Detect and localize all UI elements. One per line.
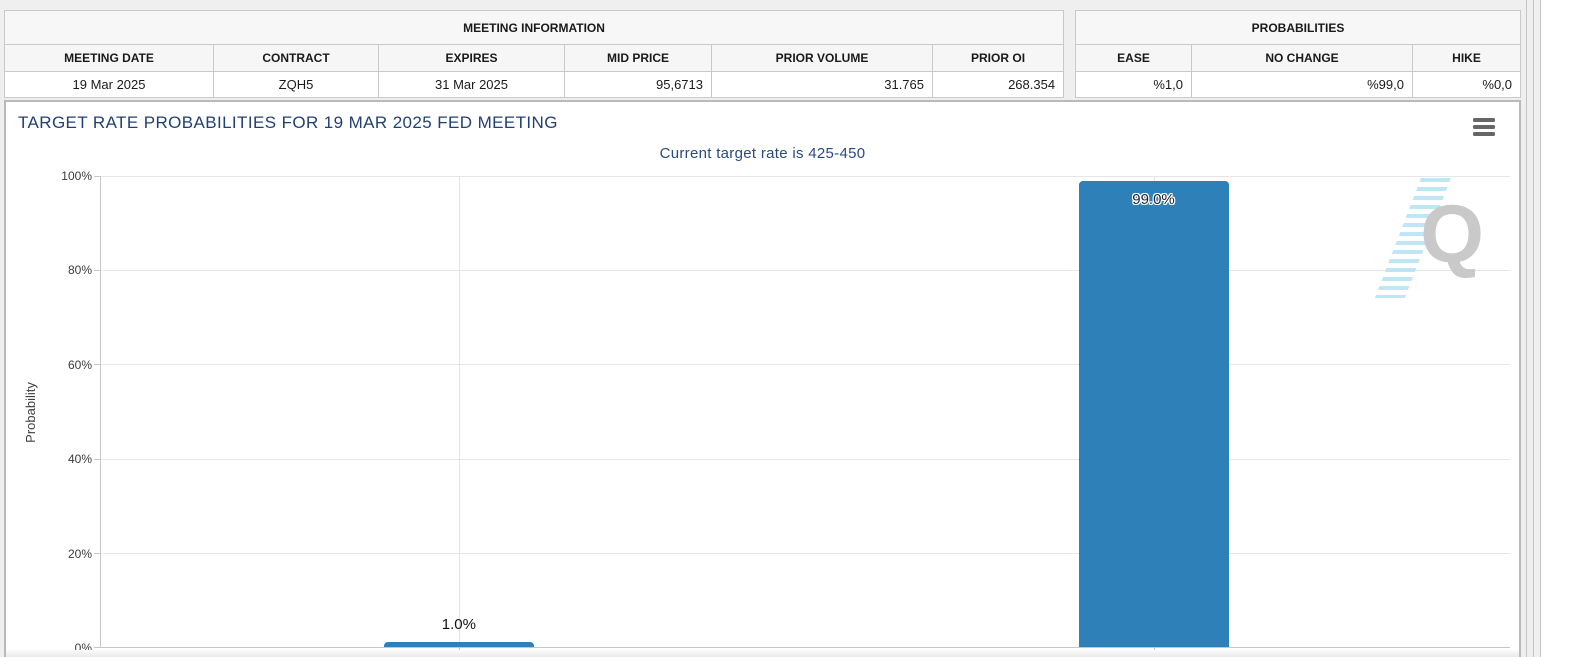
chart-export-menu-button[interactable] [1473,117,1497,137]
y-tick-80: 80% [67,263,92,278]
watermark-q-logo-icon: Q [1420,189,1484,280]
meeting-date-value: 19 Mar 2025 [4,71,214,98]
bar-no-change[interactable] [1078,180,1229,647]
bar-ease[interactable] [383,642,534,647]
gridline-cat-1 [458,176,460,647]
contract-value: ZQH5 [213,71,379,98]
y-axis-title-wrap: Probability [18,176,42,648]
y-axis-title: Probability [22,381,38,443]
y-tick-60: 60% [67,357,92,372]
right-gutter [1541,0,1572,657]
chart-title: TARGET RATE PROBABILITIES FOR 19 MAR 202… [18,113,558,132]
prior-oi-value: 268.354 [931,71,1065,98]
col-meeting-date: MEETING DATE [4,44,214,72]
col-contract: CONTRACT [213,44,379,72]
container-border-line [1533,0,1534,657]
below-axis-strip [6,650,1519,657]
y-tickmark [94,176,101,177]
col-ease: EASE [1075,44,1192,72]
chart-subtitle: Current target rate is 425-450 [659,145,866,162]
col-prior-oi: PRIOR OI [931,44,1065,72]
prior-volume-value: 31.765 [711,71,933,98]
plot-area: Q 1.0% 99.0% [94,176,1510,656]
y-tickmark [94,458,101,460]
col-hike: HIKE [1411,44,1522,72]
hamburger-menu-icon [1473,132,1495,136]
no-change-value: %99,0 [1191,71,1413,98]
hamburger-menu-icon [1473,125,1495,129]
y-tick-40: 40% [67,452,92,467]
y-tick-100: 100% [61,169,92,183]
bar-label-no-change: 99.0% [1132,190,1175,208]
fedwatch-chart-panel: TARGET RATE PROBABILITIES FOR 19 MAR 202… [4,100,1521,657]
hamburger-menu-icon [1473,118,1495,122]
y-tickmark [94,552,101,554]
mid-price-value: 95,6713 [564,71,712,98]
col-expires: EXPIRES [378,44,565,72]
gridline-60 [101,364,1510,366]
probabilities-table: PROBABILITIES EASE NO CHANGE HIKE %1,0 %… [1074,10,1522,98]
bar-slot-no-change: 99.0% [1078,176,1229,647]
container-border-line [1540,0,1541,657]
container-border-line [1526,0,1527,657]
y-tickmark [94,647,101,648]
hike-value: %0,0 [1411,71,1522,98]
y-tickmark [94,270,101,272]
gridline-20 [101,552,1510,554]
meeting-table-row: 19 Mar 2025 ZQH5 31 Mar 2025 95,6713 31.… [4,71,1065,98]
probabilities-table-title: PROBABILITIES [1074,10,1522,45]
ease-value: %1,0 [1075,71,1192,98]
watermark-stripes-icon [1374,178,1452,298]
expires-value: 31 Mar 2025 [378,71,565,98]
col-mid-price: MID PRICE [564,44,712,72]
gridline-40 [101,458,1510,460]
bar-label-ease: 1.0% [441,616,476,634]
gridline-100 [101,176,1510,177]
probabilities-table-row: %1,0 %99,0 %0,0 [1075,71,1522,98]
col-prior-volume: PRIOR VOLUME [711,44,933,72]
y-tickmark [94,364,101,366]
bar-slot-ease: 1.0% [383,176,534,647]
meeting-table-title: MEETING INFORMATION [3,10,1065,45]
y-tick-20: 20% [67,546,92,561]
col-no-change: NO CHANGE [1191,44,1413,72]
meeting-information-table: MEETING INFORMATION MEETING DATE CONTRAC… [3,10,1065,98]
provider-watermark: Q [1374,178,1490,298]
gridline-80 [101,270,1510,272]
